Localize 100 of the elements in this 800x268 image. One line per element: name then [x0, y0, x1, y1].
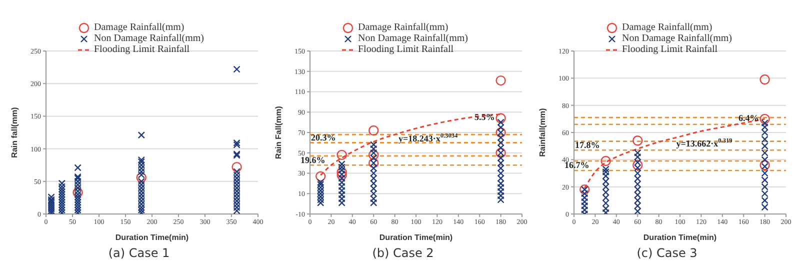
point: [497, 164, 504, 172]
point: [72, 187, 83, 198]
point: [370, 180, 378, 188]
point: [370, 164, 378, 172]
point: [602, 168, 610, 176]
point: [602, 200, 610, 207]
x-axis-title: Duration Time(min): [379, 233, 453, 242]
point: [317, 196, 324, 204]
point: [497, 154, 504, 162]
point: [338, 186, 346, 194]
point: [602, 204, 610, 212]
point: [368, 125, 379, 136]
point: [581, 194, 588, 202]
y-axis-title: Rain Fall(mm): [274, 106, 283, 159]
point: [338, 160, 346, 168]
point: [760, 74, 770, 85]
annotation: 19.6%: [300, 155, 326, 166]
point: [602, 183, 610, 190]
legend-label: Flooding Limit Rainfall: [358, 44, 454, 55]
text: (a) Case 1: [107, 246, 171, 260]
point: [761, 170, 768, 177]
point: [497, 196, 504, 204]
point: [634, 180, 642, 188]
point: [317, 180, 324, 188]
point: [761, 128, 768, 136]
point: [761, 190, 768, 198]
point: [370, 195, 378, 202]
point: [338, 195, 346, 202]
point: [370, 141, 378, 148]
point: [370, 170, 378, 177]
point: [634, 175, 642, 182]
legend-label: Damage Rainfall(mm): [622, 22, 712, 33]
point: [634, 164, 642, 172]
x-axis-title: Duration Time(min): [643, 233, 717, 242]
point: [338, 191, 346, 198]
point: [338, 199, 346, 206]
point: [602, 194, 610, 202]
point: [497, 170, 504, 177]
point: [602, 178, 610, 185]
point: [581, 202, 588, 210]
point: [634, 186, 642, 194]
point: [497, 184, 504, 192]
point: [370, 174, 378, 182]
point: [497, 139, 504, 146]
point: [317, 193, 324, 200]
point: [600, 156, 611, 166]
point: [497, 124, 504, 132]
point: [497, 174, 504, 182]
point: [761, 136, 768, 143]
point: [761, 119, 768, 127]
point: [634, 158, 642, 166]
x-axis-title: Duration Time(min): [115, 233, 189, 242]
point: [496, 75, 506, 86]
y-axis-title: Rainfall(mm): [538, 108, 547, 157]
point: [761, 196, 768, 204]
point: [317, 199, 324, 206]
point: [634, 196, 642, 204]
annotation: 6.4%: [738, 112, 759, 123]
point: [634, 149, 642, 156]
y-axis-title: Rain fall(mm): [10, 106, 19, 158]
point: [338, 164, 346, 171]
point: [760, 114, 770, 124]
point: [316, 171, 326, 182]
point: [581, 190, 588, 198]
point: [634, 191, 642, 199]
point: [497, 192, 504, 200]
point: [370, 184, 378, 192]
point: [581, 206, 588, 214]
point: [497, 159, 504, 167]
point: [370, 199, 378, 206]
point: [602, 166, 610, 173]
point: [336, 167, 347, 178]
legend-label: Damage Rainfall(mm): [358, 22, 448, 33]
point: [370, 145, 378, 152]
legend-label: Non Damage Rainfall(mm): [358, 33, 468, 44]
legend-label: Non Damage Rainfall(mm): [622, 33, 732, 44]
point: [338, 166, 346, 174]
annotation: y=13.662·x$^{0.319}$: [676, 138, 732, 149]
annotation: 20.3%: [311, 132, 336, 143]
point: [761, 176, 768, 184]
point: [634, 208, 642, 214]
point: [632, 160, 643, 170]
point: [497, 188, 504, 196]
legend-label: Flooding Limit Rainfall: [94, 44, 190, 55]
point: [602, 172, 610, 180]
point: [602, 188, 610, 196]
annotation: y=18.243·x$^{0.3034}$: [398, 132, 459, 144]
point: [232, 162, 242, 172]
point: [634, 202, 642, 210]
point: [497, 180, 504, 188]
point: [634, 153, 642, 161]
point: [370, 190, 378, 198]
point: [497, 134, 504, 142]
legend-label: Damage Rainfall(mm): [94, 22, 184, 33]
point: [336, 170, 347, 180]
point: [761, 156, 768, 164]
point: [496, 113, 506, 124]
point: [136, 172, 146, 183]
point: [317, 186, 324, 194]
point: [370, 149, 378, 156]
